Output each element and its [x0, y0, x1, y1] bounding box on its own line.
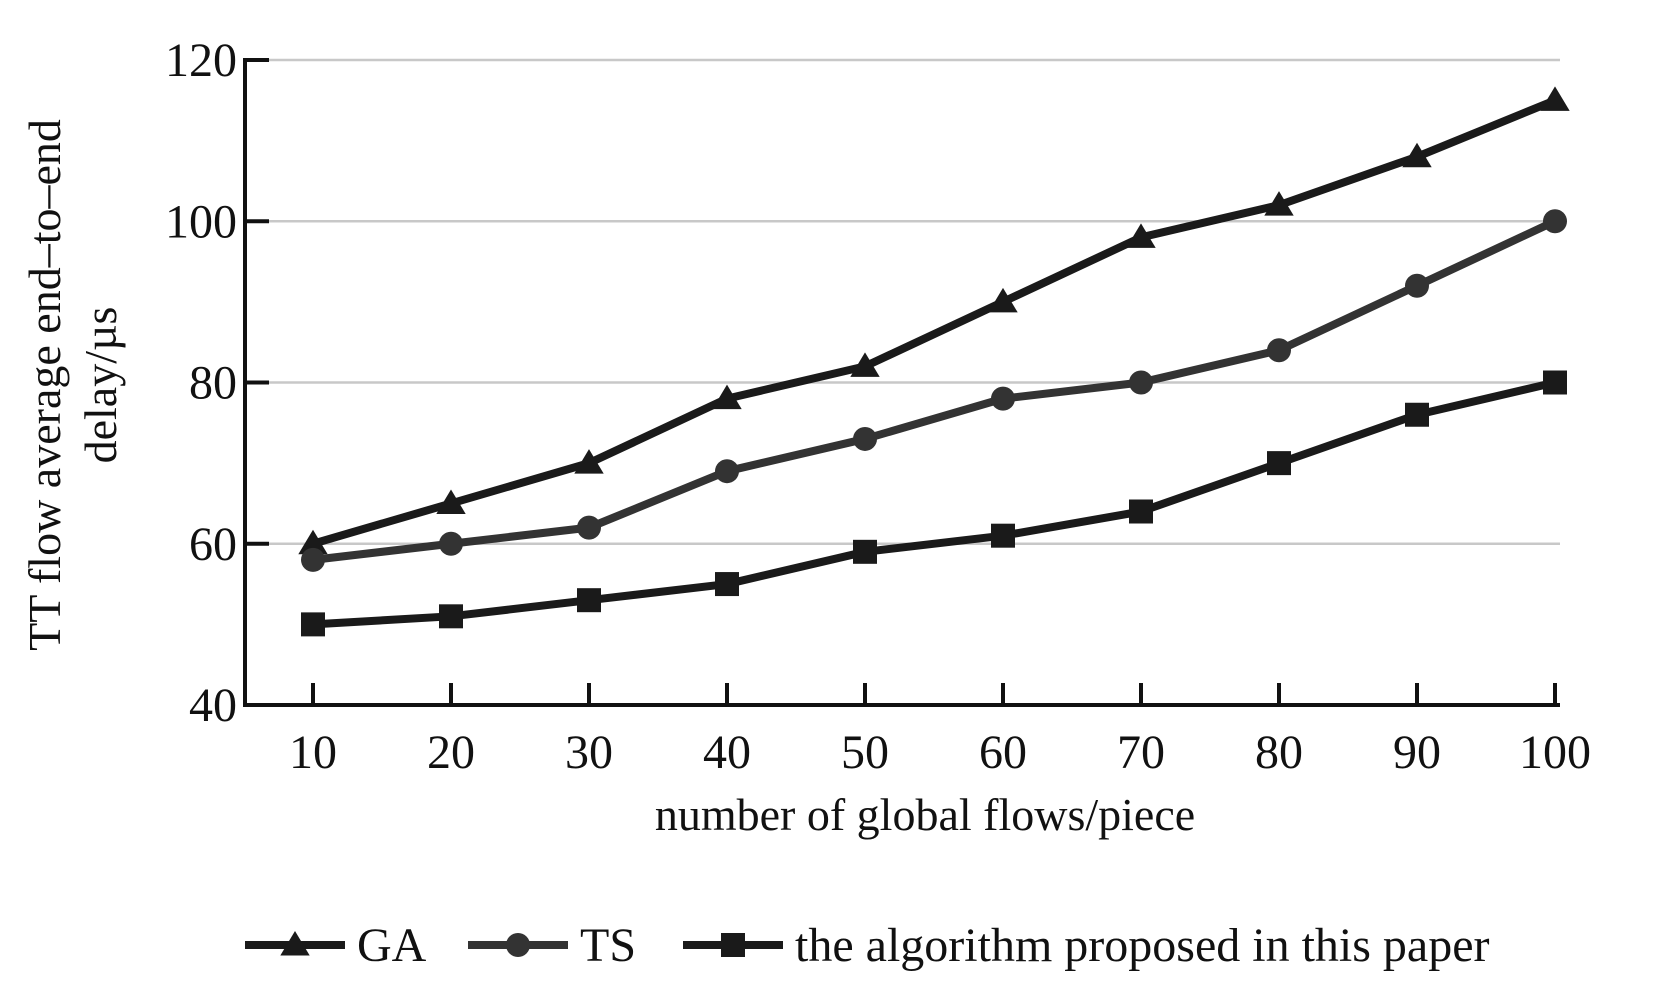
- data-point: [850, 352, 880, 377]
- data-point: [1543, 209, 1567, 234]
- series-group: [298, 86, 1570, 637]
- series-2: [301, 209, 1567, 572]
- data-point: [439, 531, 463, 556]
- x-tick-label: 30: [565, 726, 613, 779]
- series-3: [301, 370, 1567, 637]
- y-tick-label: 120: [165, 34, 237, 87]
- x-tick-label: 20: [427, 726, 475, 779]
- data-point: [436, 489, 466, 514]
- data-point: [988, 287, 1018, 313]
- x-tick-label: 40: [703, 726, 751, 779]
- legend-label: GA: [357, 919, 427, 972]
- series-line: [312, 378, 1556, 629]
- legend-marker: [506, 933, 530, 957]
- x-tick-label: 10: [289, 726, 337, 779]
- y-tick-labels: 40 60 80 100 120: [165, 34, 237, 732]
- series-1: [298, 86, 1570, 555]
- legend-item-2: TS: [468, 919, 636, 972]
- data-point: [991, 386, 1015, 411]
- y-axis-title-line-2: delay/µs: [75, 307, 126, 464]
- legend-marker: [721, 933, 745, 957]
- data-point: [301, 547, 325, 572]
- data-point: [1540, 86, 1570, 111]
- x-axis-title: number of global flows/piece: [655, 789, 1195, 840]
- axes: [243, 58, 1560, 707]
- data-point: [577, 515, 601, 540]
- legend-item-1: GA: [245, 919, 427, 972]
- data-point: [301, 612, 325, 637]
- data-point: [715, 459, 739, 484]
- data-point: [1129, 370, 1153, 395]
- y-tick-label: 60: [189, 518, 237, 571]
- series-line: [312, 217, 1557, 564]
- gridlines: [245, 58, 1560, 545]
- legend-label: TS: [580, 919, 636, 972]
- data-point: [1402, 142, 1432, 168]
- x-tick-label: 90: [1393, 726, 1441, 779]
- data-point: [577, 588, 601, 613]
- data-point: [991, 523, 1015, 548]
- data-point: [1405, 273, 1429, 298]
- y-tick-label: 100: [165, 195, 237, 248]
- data-point: [439, 604, 463, 629]
- data-point: [298, 529, 328, 555]
- data-point: [1543, 370, 1567, 395]
- x-tick-label: 50: [841, 726, 889, 779]
- data-point: [1267, 451, 1291, 476]
- data-point: [1267, 338, 1291, 363]
- x-tick-label: 80: [1255, 726, 1303, 779]
- legend-item-3: the algorithm proposed in this paper: [683, 919, 1490, 972]
- y-axis-title-line-1: TT flow average end–to–end: [19, 119, 70, 651]
- y-tick-label: 80: [189, 357, 237, 410]
- data-point: [574, 449, 604, 474]
- y-tick-label: 40: [189, 679, 237, 732]
- data-point: [853, 426, 877, 451]
- y-axis-title: TT flow average end–to–end delay/µs: [19, 119, 126, 651]
- legend: GA TS the algorithm proposed in this paper: [245, 919, 1490, 972]
- data-point: [712, 384, 742, 410]
- x-tick-labels: 10 20 30 40 50 60 70 80 90 100: [289, 726, 1591, 779]
- x-tick-label: 70: [1117, 726, 1165, 779]
- legend-label: the algorithm proposed in this paper: [795, 919, 1490, 972]
- series-line: [311, 96, 1557, 548]
- data-point: [853, 539, 877, 564]
- x-tick-label: 100: [1519, 726, 1591, 779]
- data-point: [1405, 402, 1429, 427]
- data-point: [1129, 499, 1153, 524]
- data-point: [715, 572, 739, 597]
- x-tick-label: 60: [979, 726, 1027, 779]
- data-point: [1126, 223, 1156, 248]
- legend-marker: [280, 931, 310, 956]
- data-point: [1264, 191, 1294, 216]
